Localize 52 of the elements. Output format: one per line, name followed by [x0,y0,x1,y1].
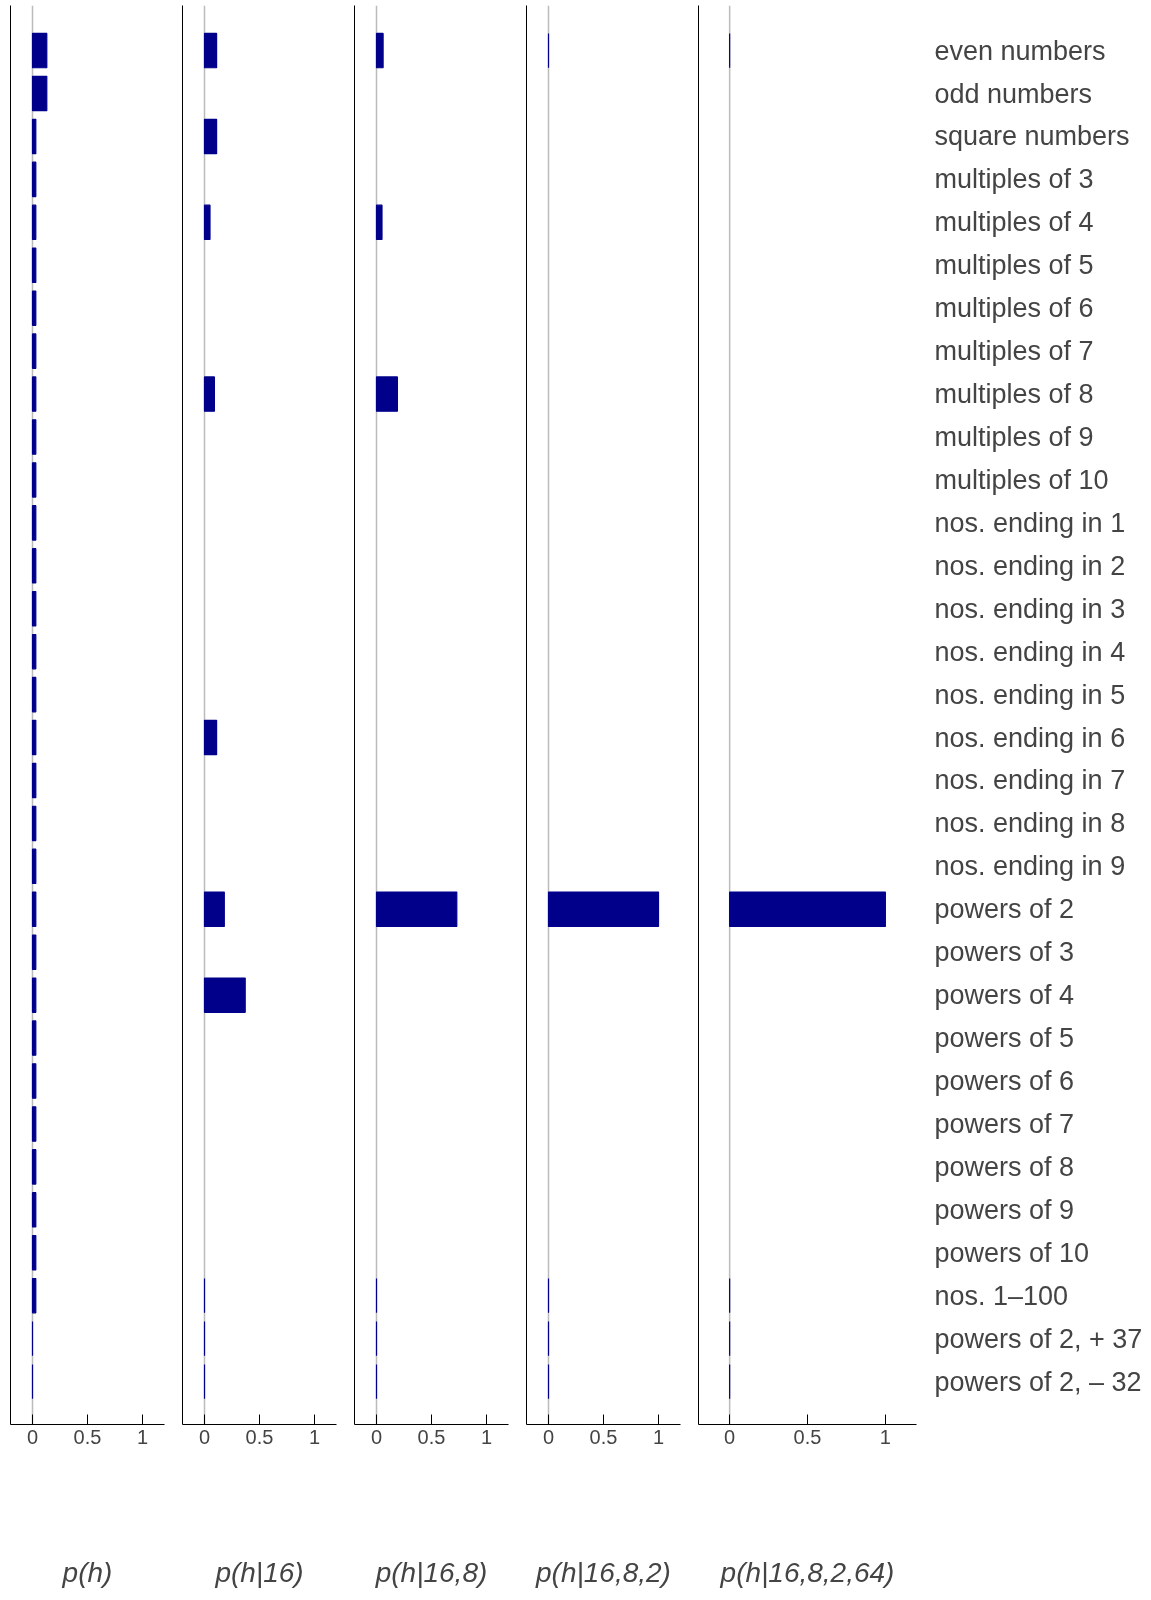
y-tick-label: nos. 1–100 [934,1280,1069,1311]
y-tick-label: powers of 7 [934,1108,1075,1139]
x-axis-title: p(h|16,8,2) [535,1556,671,1588]
x-tick-label: 0.5 [73,1425,102,1448]
y-tick-label: odd numbers [934,78,1093,109]
y-tick-label: nos. ending in 9 [934,851,1126,882]
x-tick-label: 0.5 [245,1425,274,1448]
x-tick-label: 1 [480,1425,493,1448]
x-tick-label: 1 [308,1425,321,1448]
x-tick-label: 0 [724,1425,736,1448]
x-axis-title: p(h|16,8,2,64) [719,1556,895,1588]
y-tick-label: powers of 5 [934,1023,1075,1054]
y-tick-label: nos. ending in 6 [934,722,1126,753]
x-tick-label: 0 [26,1425,39,1448]
y-tick-label: nos. ending in 7 [934,765,1126,796]
x-axis-title: p(h|16) [214,1556,304,1588]
y-tick-label: multiples of 5 [934,250,1094,281]
x-axis-title: p(h|16,8) [374,1556,488,1588]
y-tick-label: multiples of 4 [934,207,1094,238]
y-tick-label: nos. ending in 5 [934,679,1126,710]
y-tick-label: powers of 8 [934,1151,1075,1182]
x-tick-label: 1 [652,1425,665,1448]
y-tick-label: square numbers [934,121,1130,152]
y-tick-label: powers of 3 [934,937,1075,968]
y-tick-label: nos. ending in 8 [934,808,1126,839]
y-tick-label: powers of 6 [934,1066,1075,1097]
y-tick-label: powers of 4 [934,980,1075,1011]
y-tick-label: powers of 10 [934,1237,1090,1268]
y-tick-label: powers of 2, + 37 [934,1323,1143,1354]
y-tick-label: nos. ending in 3 [934,593,1126,624]
y-tick-label: powers of 9 [934,1194,1075,1225]
x-tick-label: 0 [198,1425,211,1448]
y-tick-label: multiples of 9 [934,422,1094,452]
x-tick-label: 0.5 [417,1425,446,1448]
y-tick-label: powers of 2, – 32 [934,1366,1142,1397]
y-tick-label: multiples of 8 [934,379,1094,410]
x-axis-title: p(h) [61,1556,113,1588]
x-tick-label: 1 [879,1425,891,1448]
x-tick-label: 0 [542,1425,555,1448]
y-tick-label: nos. ending in 1 [934,507,1126,538]
y-tick-label: even numbers [934,35,1106,66]
x-tick-label: 0 [370,1425,383,1448]
y-tick-label: powers of 2 [934,894,1075,925]
x-tick-label: 1 [136,1425,149,1448]
y-tick-label: multiples of 10 [934,464,1109,495]
y-tick-label: nos. ending in 2 [934,550,1126,581]
y-tick-label: multiples of 3 [934,164,1094,195]
y-tick-label: multiples of 7 [934,336,1094,367]
y-tick-label: nos. ending in 4 [934,636,1126,667]
x-tick-label: 0.5 [589,1425,618,1448]
x-tick-label: 0.5 [793,1425,822,1448]
y-tick-label: multiples of 6 [934,293,1094,324]
